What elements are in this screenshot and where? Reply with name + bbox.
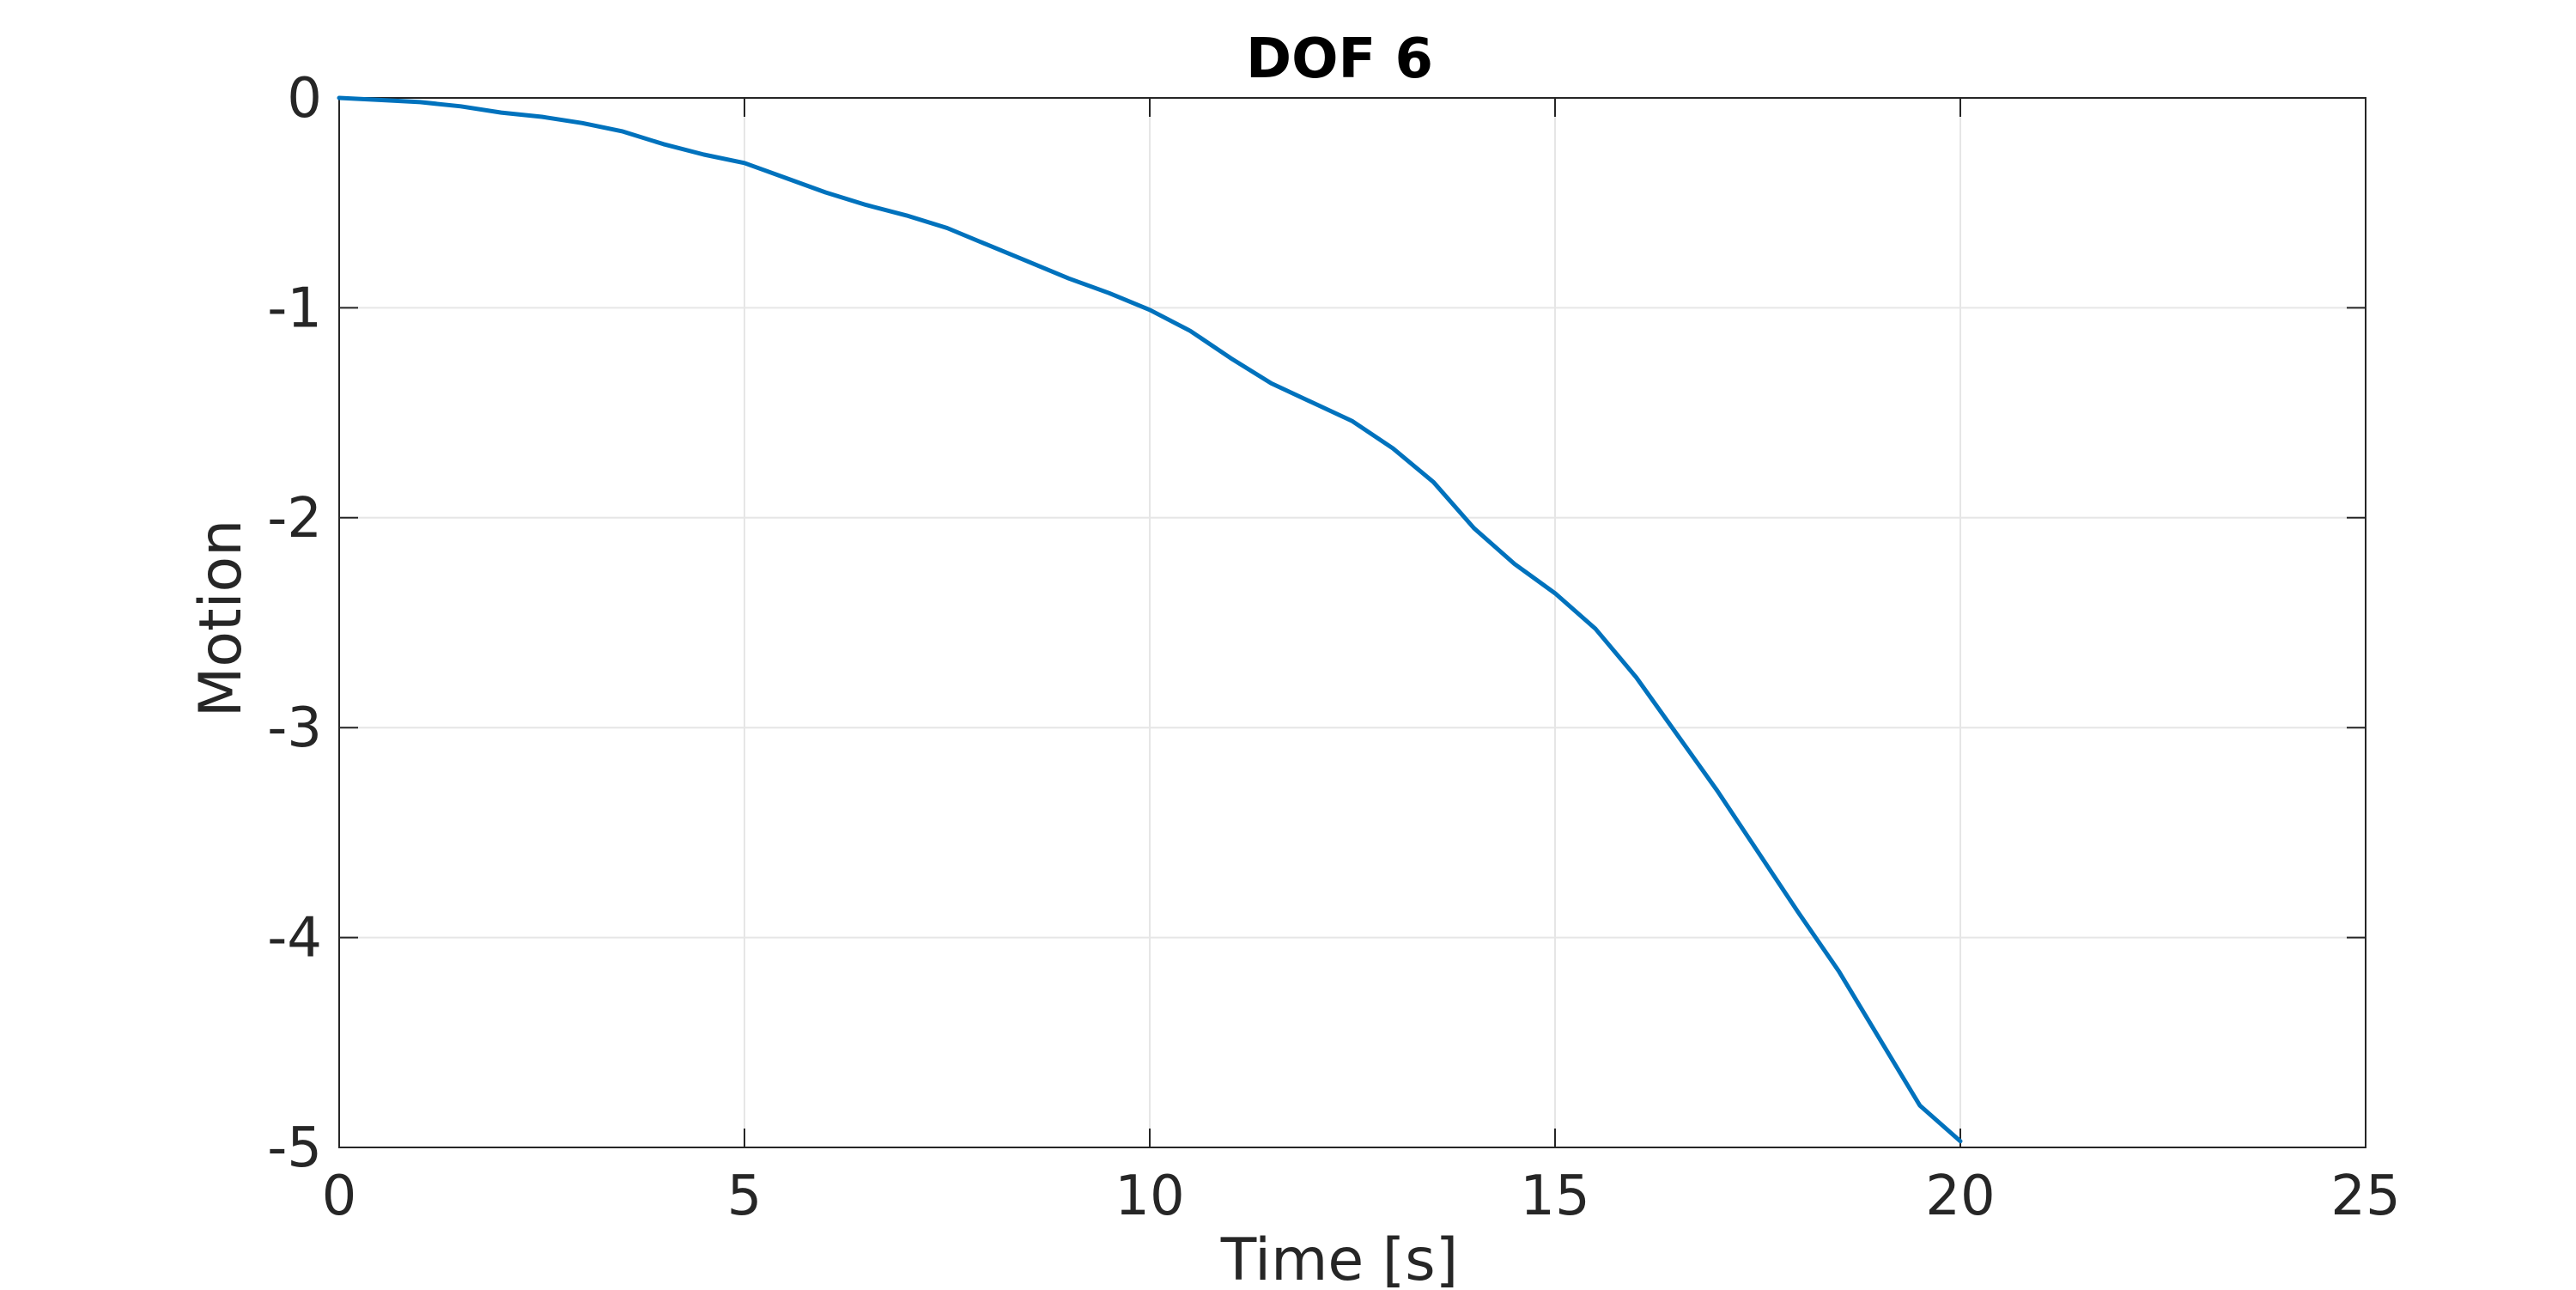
series-line-dof-6 [337, 95, 1963, 1144]
x-tick-label: 10 [1115, 1165, 1184, 1228]
x-axis-tick-labels: 0 5 10 15 20 25 [322, 1165, 2401, 1228]
y-tick-label: -2 [267, 487, 322, 551]
y-axis-tick-labels: 0 -1 -2 -3 -4 -5 [267, 67, 322, 1180]
axis-ticks [338, 97, 2366, 1148]
y-tick-label: -1 [267, 277, 322, 340]
y-tick-label: -5 [267, 1117, 322, 1180]
plot-area [338, 97, 2366, 1148]
x-tick-label: 5 [727, 1165, 762, 1228]
x-axis-label: Time [s] [1220, 1226, 1459, 1290]
x-tick-label: 15 [1520, 1165, 1589, 1228]
y-tick-label: -4 [267, 907, 322, 971]
y-axis-label: Motion [187, 520, 255, 718]
chart-title: DOF 6 [1246, 27, 1433, 91]
y-tick-label: -3 [267, 697, 322, 760]
x-tick-label: 0 [322, 1165, 357, 1228]
x-tick-label: 25 [2330, 1165, 2400, 1228]
y-tick-label: 0 [287, 67, 322, 131]
x-tick-label: 20 [1925, 1165, 1995, 1228]
